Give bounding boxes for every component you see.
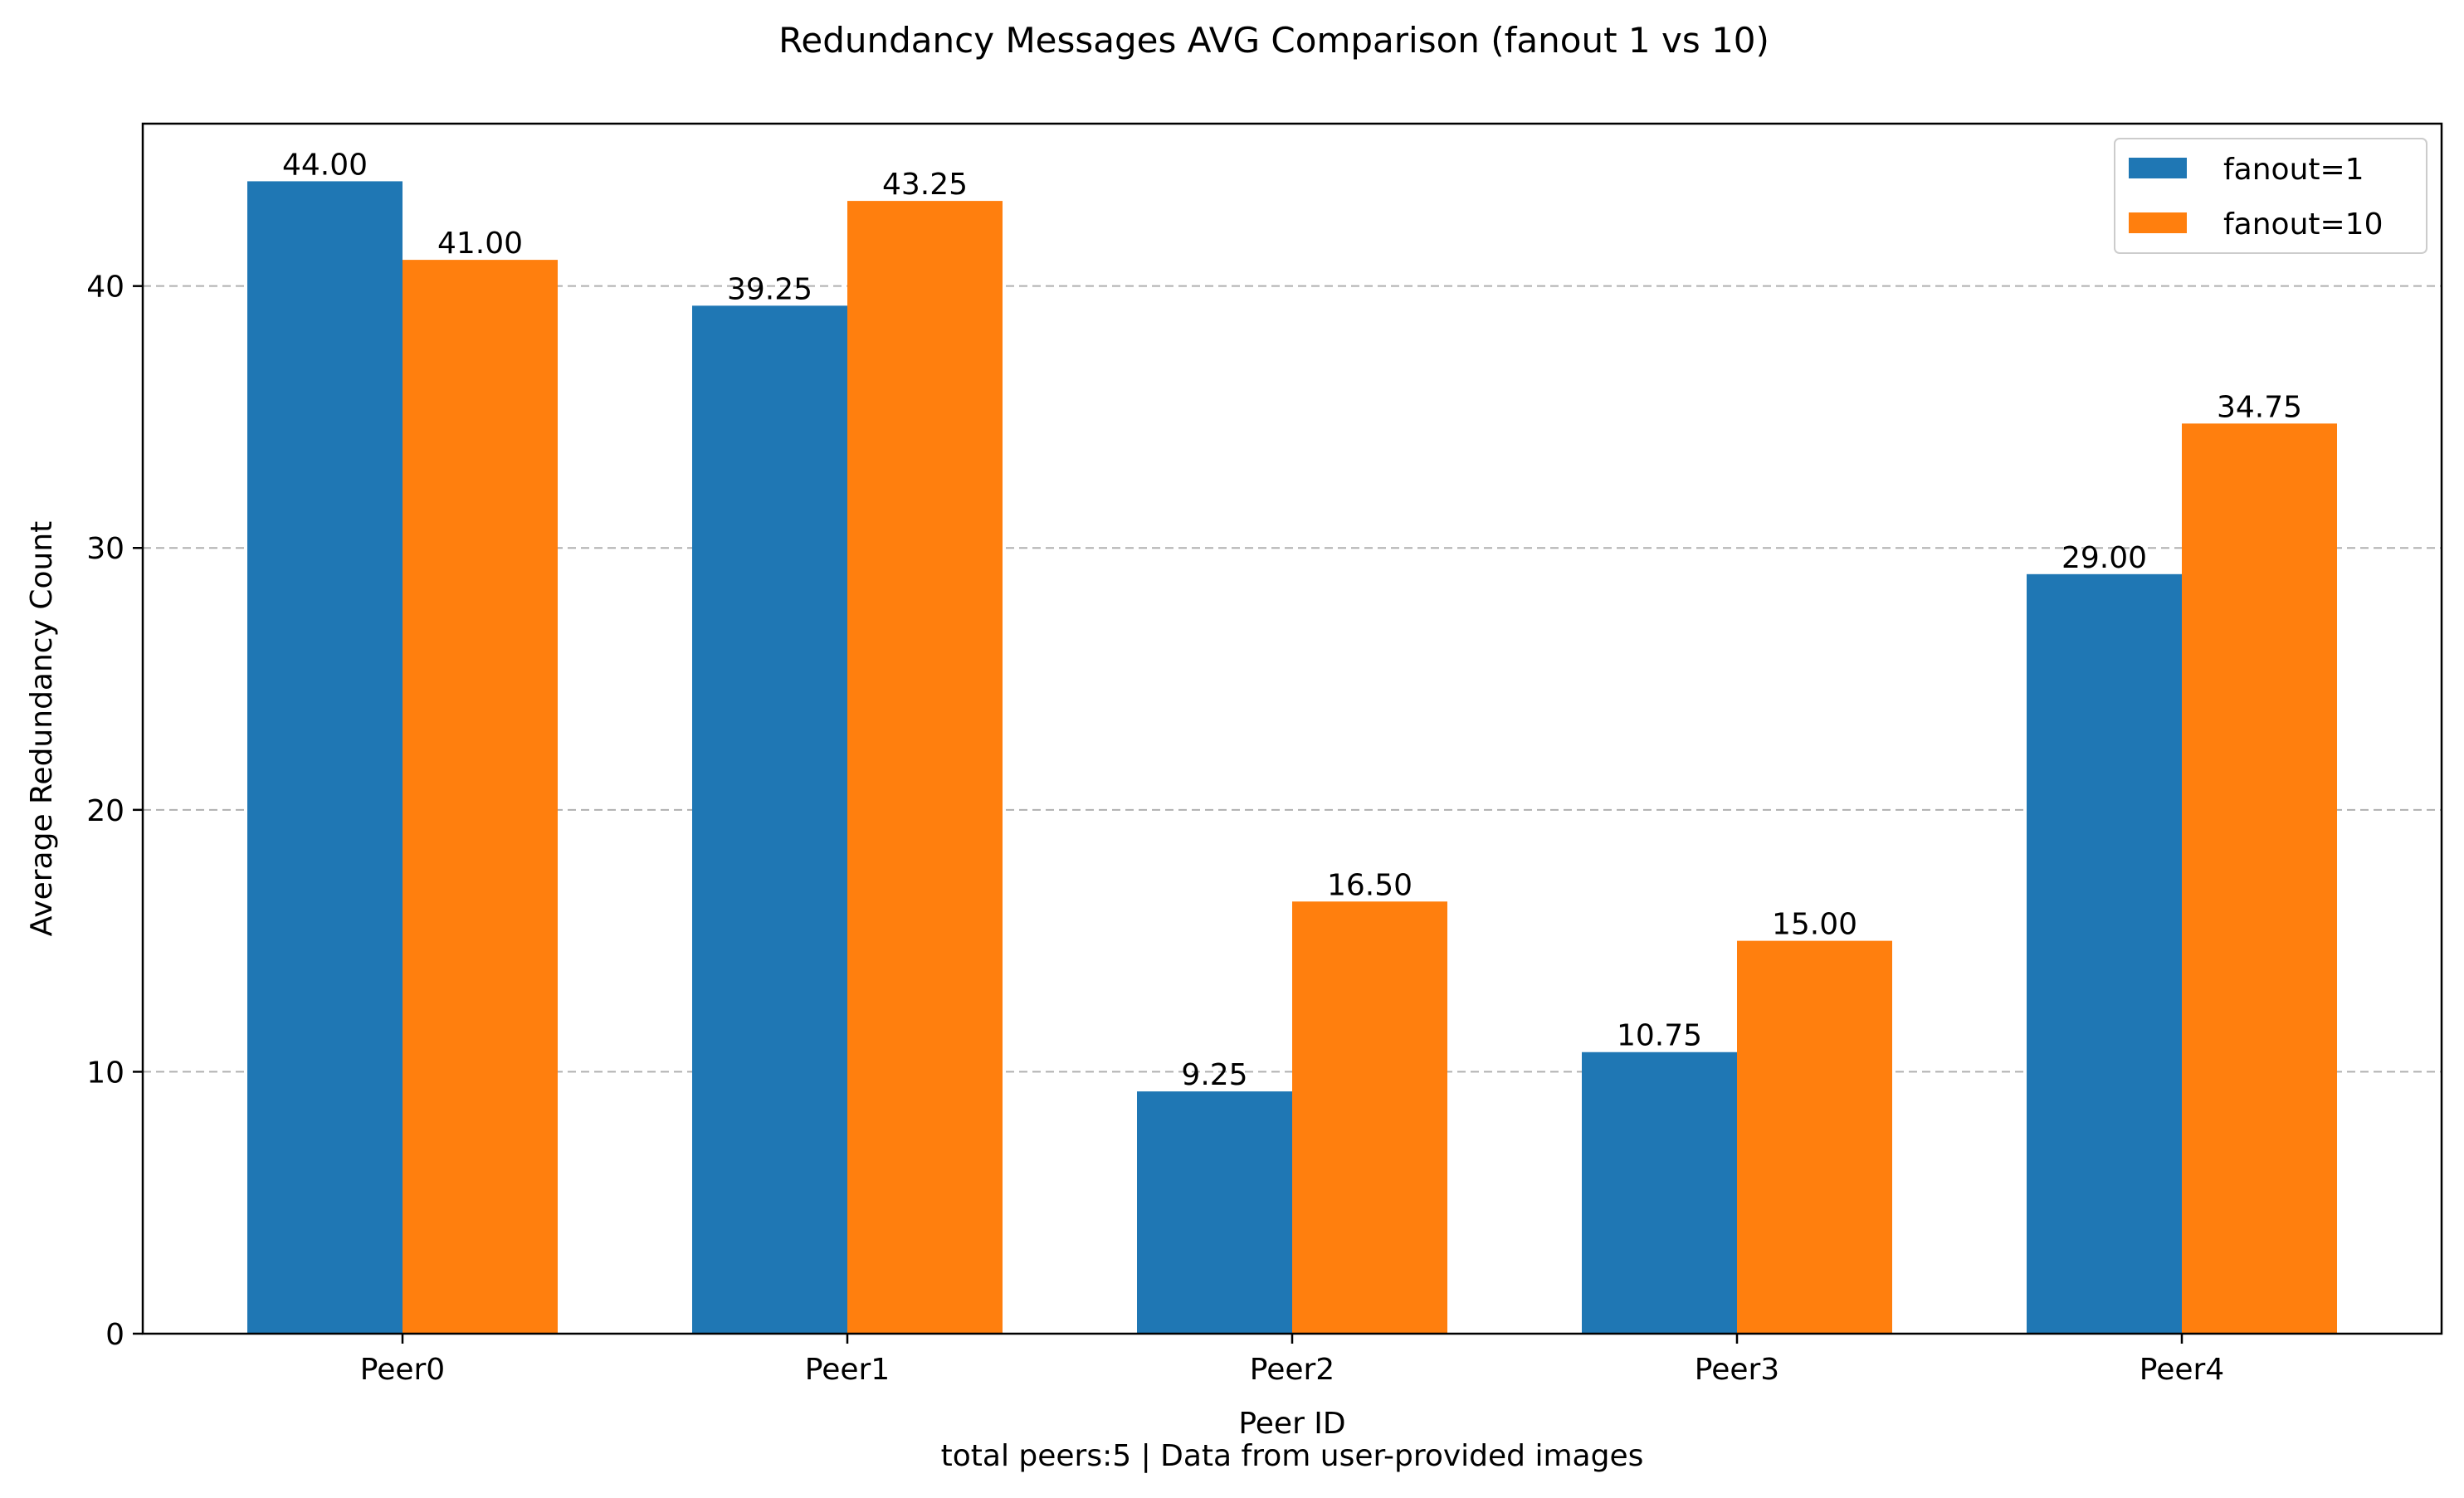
y-tick-label: 10 [86, 1056, 124, 1090]
footer-note: total peers:5 | Data from user-provided … [941, 1439, 1644, 1473]
x-tick-label: Peer4 [2140, 1353, 2224, 1387]
bar-peer0-series-2 [403, 260, 558, 1334]
bars [247, 181, 2337, 1335]
y-tick-label: 40 [86, 271, 124, 305]
y-tick-label: 20 [86, 794, 124, 828]
data-label: 41.00 [437, 227, 523, 261]
legend-box [2114, 138, 2427, 254]
y-axis-label: Average Redundancy Count [25, 521, 59, 936]
data-label: 44.00 [282, 148, 368, 182]
bar-peer3-series-2 [1737, 940, 1892, 1334]
bar-peer0-series-1 [247, 181, 403, 1334]
bar-peer4-series-1 [2027, 573, 2182, 1334]
data-label: 16.50 [1327, 868, 1413, 902]
bar-peer1-series-2 [847, 201, 1003, 1334]
x-tick-label: Peer2 [1250, 1353, 1334, 1387]
legend: fanout=1 fanout=10 [2114, 138, 2427, 254]
data-label: 43.25 [882, 168, 968, 202]
x-tick-label: Peer0 [360, 1353, 445, 1387]
data-label: 29.00 [2061, 541, 2147, 575]
data-label: 15.00 [1772, 908, 1857, 942]
data-label: 34.75 [2217, 390, 2302, 424]
x-axis-ticks: Peer0 Peer1 Peer2 Peer3 Peer4 [360, 1334, 2224, 1387]
bar-peer3-series-1 [1582, 1052, 1737, 1334]
data-label: 9.25 [1181, 1058, 1247, 1092]
x-axis-label: Peer ID [1238, 1407, 1345, 1441]
legend-label-fanout-1: fanout=1 [2223, 153, 2364, 187]
data-label: 39.25 [727, 272, 812, 306]
y-tick-label: 0 [105, 1318, 124, 1352]
legend-swatch-fanout-10 [2129, 212, 2187, 233]
y-axis-ticks: 0 10 20 30 40 [86, 271, 143, 1352]
x-tick-label: Peer1 [805, 1353, 890, 1387]
bar-peer2-series-1 [1137, 1091, 1292, 1334]
y-tick-label: 30 [86, 532, 124, 566]
value-labels: 44.00 41.00 39.25 43.25 9.25 16.50 10.75 15.00 2… [282, 148, 2302, 1092]
legend-label-fanout-10: fanout=10 [2223, 207, 2383, 242]
bar-peer1-series-1 [692, 305, 847, 1334]
chart-title: Redundancy Messages AVG Comparison (fano… [778, 20, 1769, 61]
x-tick-label: Peer3 [1695, 1353, 1779, 1387]
legend-swatch-fanout-1 [2129, 158, 2187, 178]
data-label: 10.75 [1617, 1019, 1702, 1053]
bar-peer2-series-2 [1292, 901, 1447, 1334]
bar-peer4-series-2 [2182, 423, 2337, 1335]
